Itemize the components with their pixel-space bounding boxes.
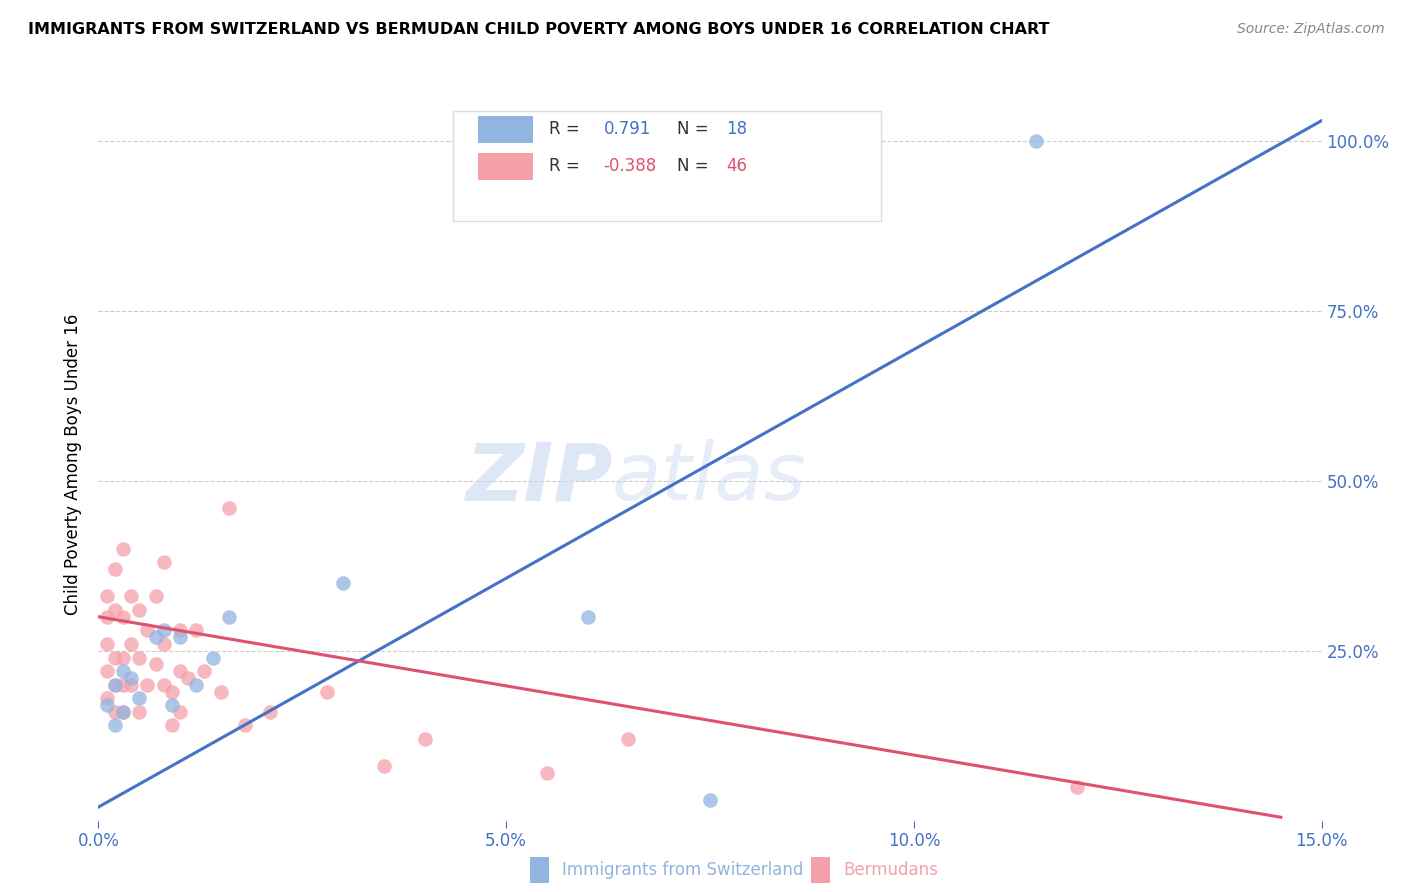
Point	[169, 664, 191, 678]
Point	[120, 678, 142, 692]
Point	[413, 732, 436, 747]
Point	[111, 609, 134, 624]
Point	[332, 575, 354, 590]
Text: atlas: atlas	[612, 439, 807, 517]
Point	[111, 705, 134, 719]
Point	[145, 590, 167, 604]
Point	[104, 718, 127, 732]
Point	[128, 705, 150, 719]
Point	[104, 678, 127, 692]
Point	[152, 555, 174, 569]
Point	[96, 664, 118, 678]
Point	[169, 705, 191, 719]
Text: Source: ZipAtlas.com: Source: ZipAtlas.com	[1237, 22, 1385, 37]
Point	[120, 637, 142, 651]
Point	[104, 650, 127, 665]
Point	[193, 664, 215, 678]
Point	[209, 684, 232, 698]
Point	[96, 609, 118, 624]
Point	[201, 650, 224, 665]
Text: Immigrants from Switzerland: Immigrants from Switzerland	[562, 861, 804, 879]
Point	[104, 678, 127, 692]
Point	[96, 698, 118, 712]
Point	[96, 691, 118, 706]
FancyBboxPatch shape	[478, 116, 533, 143]
Text: 46: 46	[725, 157, 747, 175]
Text: N =: N =	[678, 120, 709, 138]
Point	[128, 603, 150, 617]
Point	[1066, 780, 1088, 794]
Point	[111, 705, 134, 719]
Point	[120, 590, 142, 604]
Point	[128, 691, 150, 706]
Point	[186, 624, 208, 638]
Point	[96, 637, 118, 651]
Point	[177, 671, 200, 685]
Y-axis label: Child Poverty Among Boys Under 16: Child Poverty Among Boys Under 16	[65, 313, 83, 615]
Point	[111, 678, 134, 692]
Point	[259, 705, 281, 719]
Point	[699, 793, 721, 807]
Point	[576, 609, 599, 624]
Point	[136, 678, 159, 692]
FancyBboxPatch shape	[453, 111, 882, 220]
Text: 0.791: 0.791	[603, 120, 651, 138]
Point	[186, 678, 208, 692]
Point	[233, 718, 256, 732]
Point	[96, 590, 118, 604]
Point	[111, 541, 134, 556]
Text: IMMIGRANTS FROM SWITZERLAND VS BERMUDAN CHILD POVERTY AMONG BOYS UNDER 16 CORREL: IMMIGRANTS FROM SWITZERLAND VS BERMUDAN …	[28, 22, 1050, 37]
Point	[104, 562, 127, 576]
Point	[128, 650, 150, 665]
Text: 18: 18	[725, 120, 747, 138]
Point	[152, 637, 174, 651]
Point	[152, 624, 174, 638]
Point	[1025, 134, 1047, 148]
Text: Bermudans: Bermudans	[844, 861, 938, 879]
Point	[111, 664, 134, 678]
Point	[536, 766, 558, 780]
Point	[104, 603, 127, 617]
Text: N =: N =	[678, 157, 709, 175]
Point	[145, 657, 167, 672]
Text: R =: R =	[548, 120, 579, 138]
Point	[373, 759, 395, 773]
Point	[160, 718, 183, 732]
Text: R =: R =	[548, 157, 579, 175]
Point	[160, 698, 183, 712]
Text: ZIP: ZIP	[465, 439, 612, 517]
Point	[160, 684, 183, 698]
Point	[145, 630, 167, 644]
Point	[169, 630, 191, 644]
Point	[218, 609, 240, 624]
Text: -0.388: -0.388	[603, 157, 657, 175]
Point	[617, 732, 640, 747]
Point	[152, 678, 174, 692]
Point	[120, 671, 142, 685]
Point	[218, 501, 240, 516]
FancyBboxPatch shape	[478, 153, 533, 180]
Point	[136, 624, 159, 638]
Point	[104, 705, 127, 719]
Point	[169, 624, 191, 638]
Point	[111, 650, 134, 665]
Point	[315, 684, 337, 698]
